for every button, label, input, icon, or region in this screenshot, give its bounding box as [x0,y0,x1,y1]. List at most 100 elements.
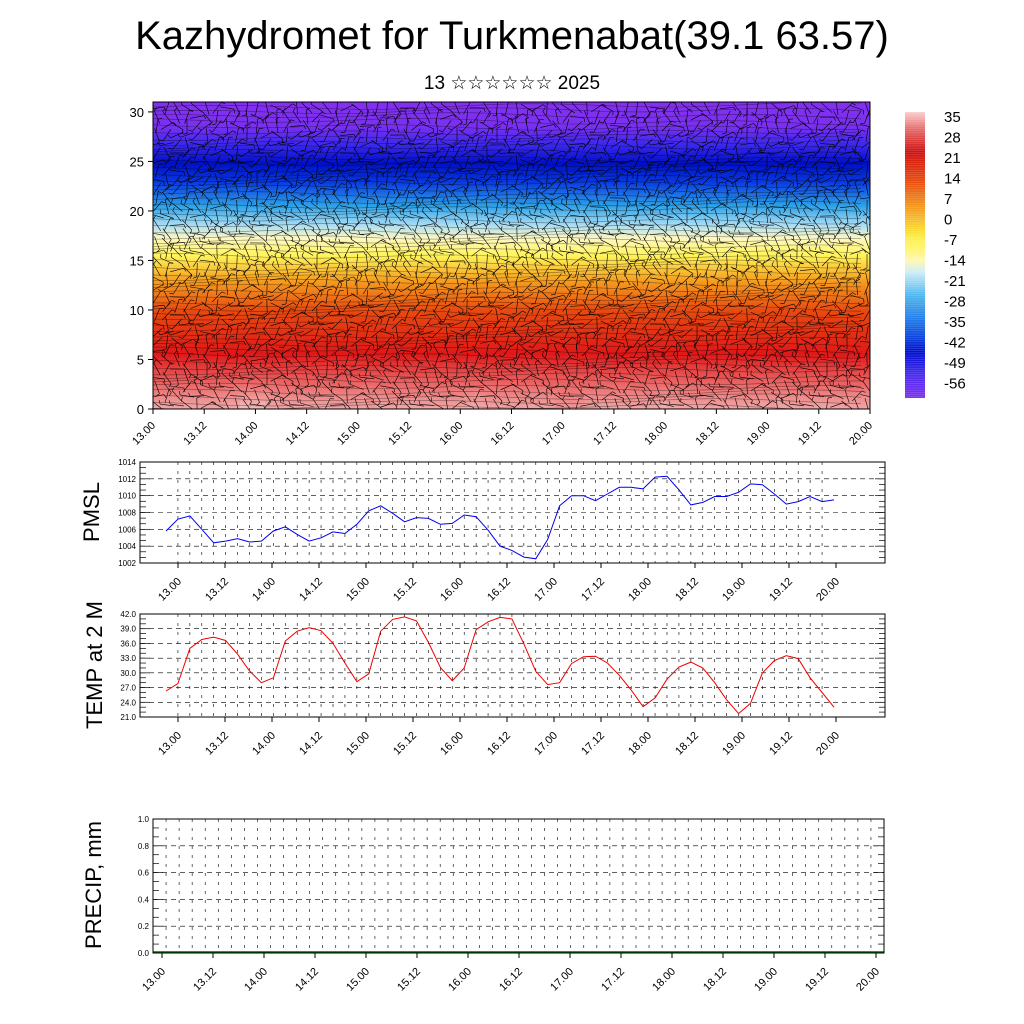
wind-barb-flag [711,166,713,171]
wind-barb-flag [211,228,216,231]
wind-barb-flag [291,246,296,250]
wind-barb [636,118,638,134]
wind-barb-flag [232,130,237,134]
wind-barb-flag [712,230,717,233]
wind-barb [220,240,234,246]
wind-barb [582,147,592,159]
wind-barb [543,200,551,214]
wind-barb-flag [472,138,474,143]
wind-barb [540,141,554,147]
wind-barb-flag [298,282,303,285]
wind-barb-flag [534,260,539,264]
wind-barb-flag [620,256,623,261]
wind-barb-flag [695,188,699,192]
wind-barb [815,191,819,205]
wind-barb [184,191,190,205]
wind-barb-flag [482,247,487,251]
wind-barb-flag [478,230,481,235]
wind-barb-flag [542,157,547,161]
wind-barb-flag [853,136,855,141]
wind-barb [290,257,304,265]
wind-barb [221,130,233,140]
wind-barb-flag [723,222,728,225]
wind-barb [692,273,702,285]
wind-barb [414,173,420,187]
wind-barb [414,218,420,232]
wind-barb [380,259,394,263]
wind-barb-flag [441,274,443,279]
wind-barb-flag [439,176,444,178]
wind-barb [515,209,519,223]
wind-barb [220,231,234,237]
wind-barb-flag [432,195,437,198]
wind-barb-flag [673,107,677,112]
wind-barb [155,119,159,133]
wind-barb [742,219,752,231]
wind-barb [480,194,494,202]
wind-barb [332,129,342,141]
wind-barb [474,263,480,277]
wind-barb [580,169,594,173]
wind-barb-flag [603,207,606,212]
wind-barb-flag [718,237,721,242]
wind-barb [392,210,402,222]
wind-barb [680,203,694,211]
isotherm [153,382,862,391]
wind-barb [652,129,662,141]
wind-barb [861,141,870,149]
wind-barb-flag [292,103,297,107]
wind-barb [701,112,713,122]
wind-barb [370,213,384,219]
wind-barb [443,236,451,250]
wind-barb [421,139,433,149]
wind-barb-flag [866,216,870,219]
wind-barb-flag [382,150,387,153]
wind-barb [520,248,534,256]
wind-barb [681,273,693,285]
wind-barb [353,137,361,151]
wind-barb [169,224,185,226]
wind-barb-flag [427,134,431,138]
wind-barb-flag [514,114,519,118]
wind-barb [270,177,284,183]
wind-barb-flag [722,202,727,206]
wind-barb [324,263,330,277]
wind-barb [215,182,219,196]
wind-barb-flag [550,244,553,249]
wind-barb-flag [171,165,176,168]
wind-barb [704,218,710,232]
wind-barb [189,161,205,163]
wind-barb [681,103,693,113]
wind-barb-flag [760,121,763,126]
wind-barb-flag [232,159,237,162]
wind-barb-flag [537,190,542,194]
wind-barbs [153,102,870,414]
wind-barb-flag [400,256,403,261]
wind-barb [730,266,744,274]
wind-barb-flag [511,120,514,125]
wind-barb [171,202,183,212]
wind-barb [451,121,463,131]
wind-barb-flag [350,410,352,414]
wind-barb-flag [648,156,653,159]
wind-barb [353,146,361,160]
wind-barb-flag [285,215,290,219]
wind-barb [495,200,499,214]
wind-barb [855,209,859,223]
wind-barb [865,128,869,142]
wind-barb [856,253,858,269]
wind-barb-flag [415,285,419,289]
wind-barb [301,193,313,203]
wind-barb [335,227,339,241]
wind-barb-flag [533,204,538,207]
wind-barb [153,143,165,145]
wind-barb [264,173,270,187]
wind-barb [435,110,439,124]
wind-barb [200,185,214,193]
wind-barb [833,227,841,241]
wind-barb-flag [630,182,635,185]
wind-barb [609,233,625,235]
wind-barb-flag [276,108,281,111]
wind-barb-flag [183,171,186,176]
wind-barb-flag [313,150,317,154]
